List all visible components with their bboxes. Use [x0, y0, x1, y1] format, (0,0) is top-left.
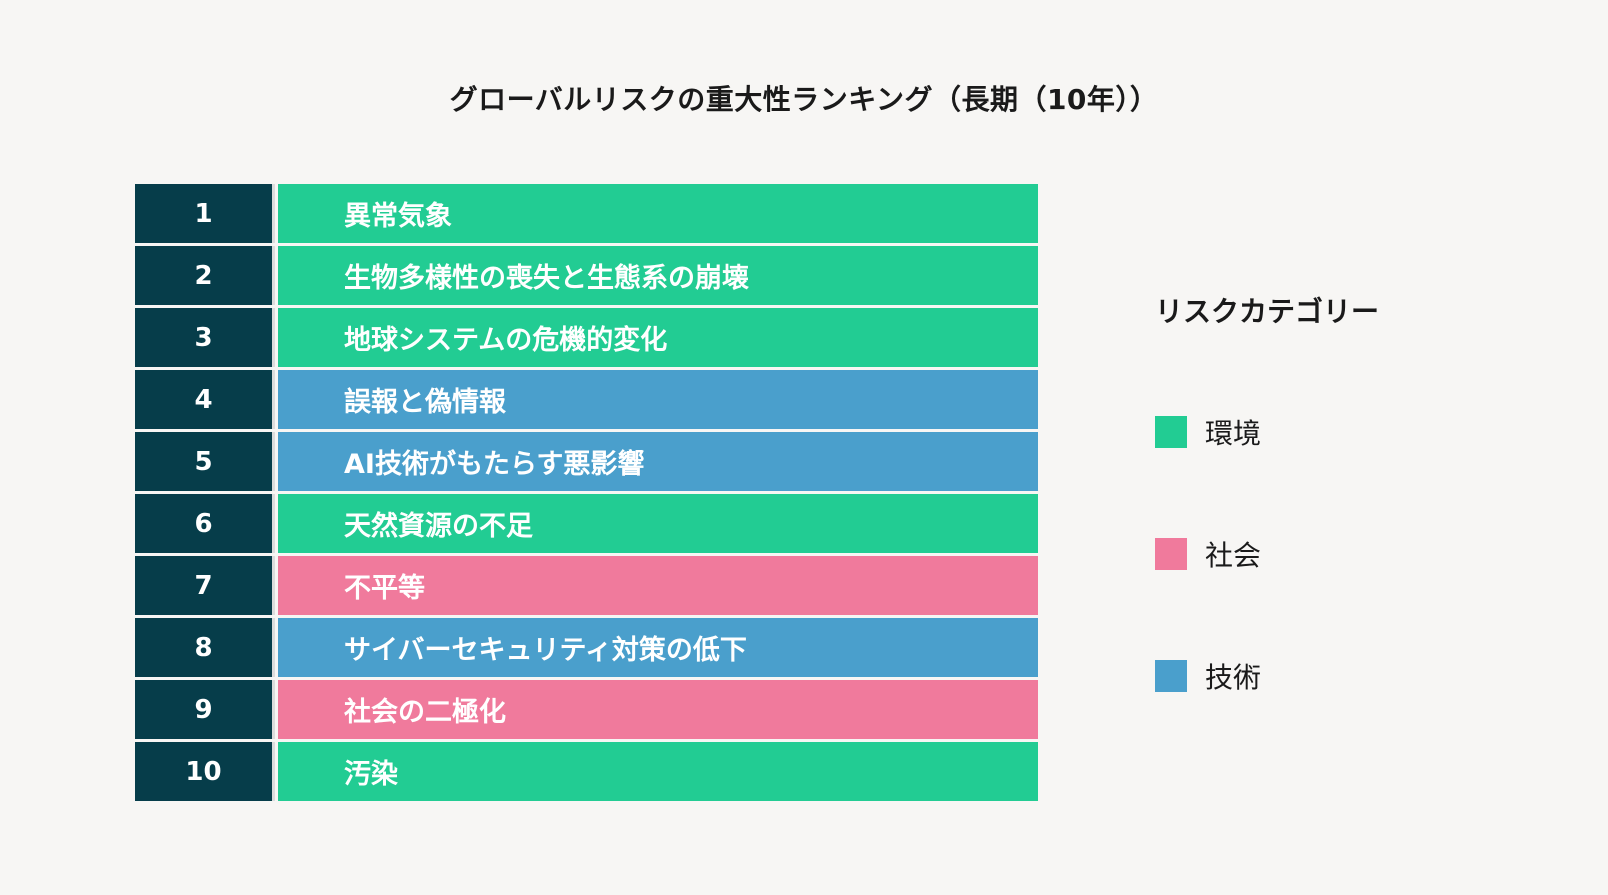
row-gap	[275, 432, 278, 491]
rank-number: 8	[135, 618, 272, 677]
diagram-title: グローバルリスクの重大性ランキング（長期（10年））	[449, 83, 1159, 116]
risk-label: サイバーセキュリティ対策の低下	[278, 618, 1038, 677]
row-gap	[275, 494, 278, 553]
legend-item: 社会	[1155, 538, 1379, 572]
ranking-row: 5 AI技術がもたらす悪影響	[135, 432, 1038, 491]
row-divider	[272, 308, 275, 367]
legend-title: リスクカテゴリー	[1155, 295, 1380, 328]
row-divider	[272, 370, 275, 429]
ranking-row: 1 異常気象	[135, 184, 1038, 243]
legend-label: 社会	[1205, 539, 1262, 572]
rank-number: 10	[135, 742, 272, 801]
ranking-list: 1 異常気象 2 生物多様性の喪失と生態系の崩壊 3 地球システムの危機的変化 4 誤報と偽情…	[135, 184, 1038, 804]
risk-label: AI技術がもたらす悪影響	[278, 432, 1038, 491]
legend-items: 環境 社会 技術	[1155, 416, 1379, 694]
risk-label: 誤報と偽情報	[278, 370, 1038, 429]
risk-label: 生物多様性の喪失と生態系の崩壊	[278, 246, 1038, 305]
ranking-row: 6 天然資源の不足	[135, 494, 1038, 553]
risk-label: 異常気象	[278, 184, 1038, 243]
legend: リスクカテゴリー 環境社会技術	[1155, 290, 1379, 782]
ranking-row: 3 地球システムの危機的変化	[135, 308, 1038, 367]
ranking-row: 2 生物多様性の喪失と生態系の崩壊	[135, 246, 1038, 305]
rank-number: 2	[135, 246, 272, 305]
risk-label: 社会の二極化	[278, 680, 1038, 739]
legend-item: 技術	[1155, 660, 1379, 694]
rank-number: 4	[135, 370, 272, 429]
row-divider	[272, 246, 275, 305]
rank-number: 9	[135, 680, 272, 739]
rank-number: 3	[135, 308, 272, 367]
risk-label: 地球システムの危機的変化	[278, 308, 1038, 367]
row-divider	[272, 742, 275, 801]
row-gap	[275, 370, 278, 429]
legend-label: 技術	[1205, 661, 1262, 694]
row-gap	[275, 742, 278, 801]
risk-label: 不平等	[278, 556, 1038, 615]
row-divider	[272, 618, 275, 677]
legend-swatch	[1155, 416, 1187, 448]
ranking-row: 8 サイバーセキュリティ対策の低下	[135, 618, 1038, 677]
risk-label: 天然資源の不足	[278, 494, 1038, 553]
ranking-row: 4 誤報と偽情報	[135, 370, 1038, 429]
row-gap	[275, 308, 278, 367]
row-gap	[275, 680, 278, 739]
legend-swatch	[1155, 538, 1187, 570]
ranking-row: 10 汚染	[135, 742, 1038, 801]
rank-number: 1	[135, 184, 272, 243]
row-divider	[272, 556, 275, 615]
rank-number: 6	[135, 494, 272, 553]
row-divider	[272, 432, 275, 491]
row-gap	[275, 618, 278, 677]
row-gap	[275, 246, 278, 305]
legend-swatch	[1155, 660, 1187, 692]
ranking-row: 7 不平等	[135, 556, 1038, 615]
row-gap	[275, 184, 278, 243]
row-divider	[272, 184, 275, 243]
rank-number: 7	[135, 556, 272, 615]
legend-item: 環境	[1155, 416, 1379, 450]
row-divider	[272, 680, 275, 739]
legend-label: 環境	[1205, 417, 1262, 450]
rank-number: 5	[135, 432, 272, 491]
risk-label: 汚染	[278, 742, 1038, 801]
ranking-row: 9 社会の二極化	[135, 680, 1038, 739]
row-gap	[275, 556, 278, 615]
row-divider	[272, 494, 275, 553]
